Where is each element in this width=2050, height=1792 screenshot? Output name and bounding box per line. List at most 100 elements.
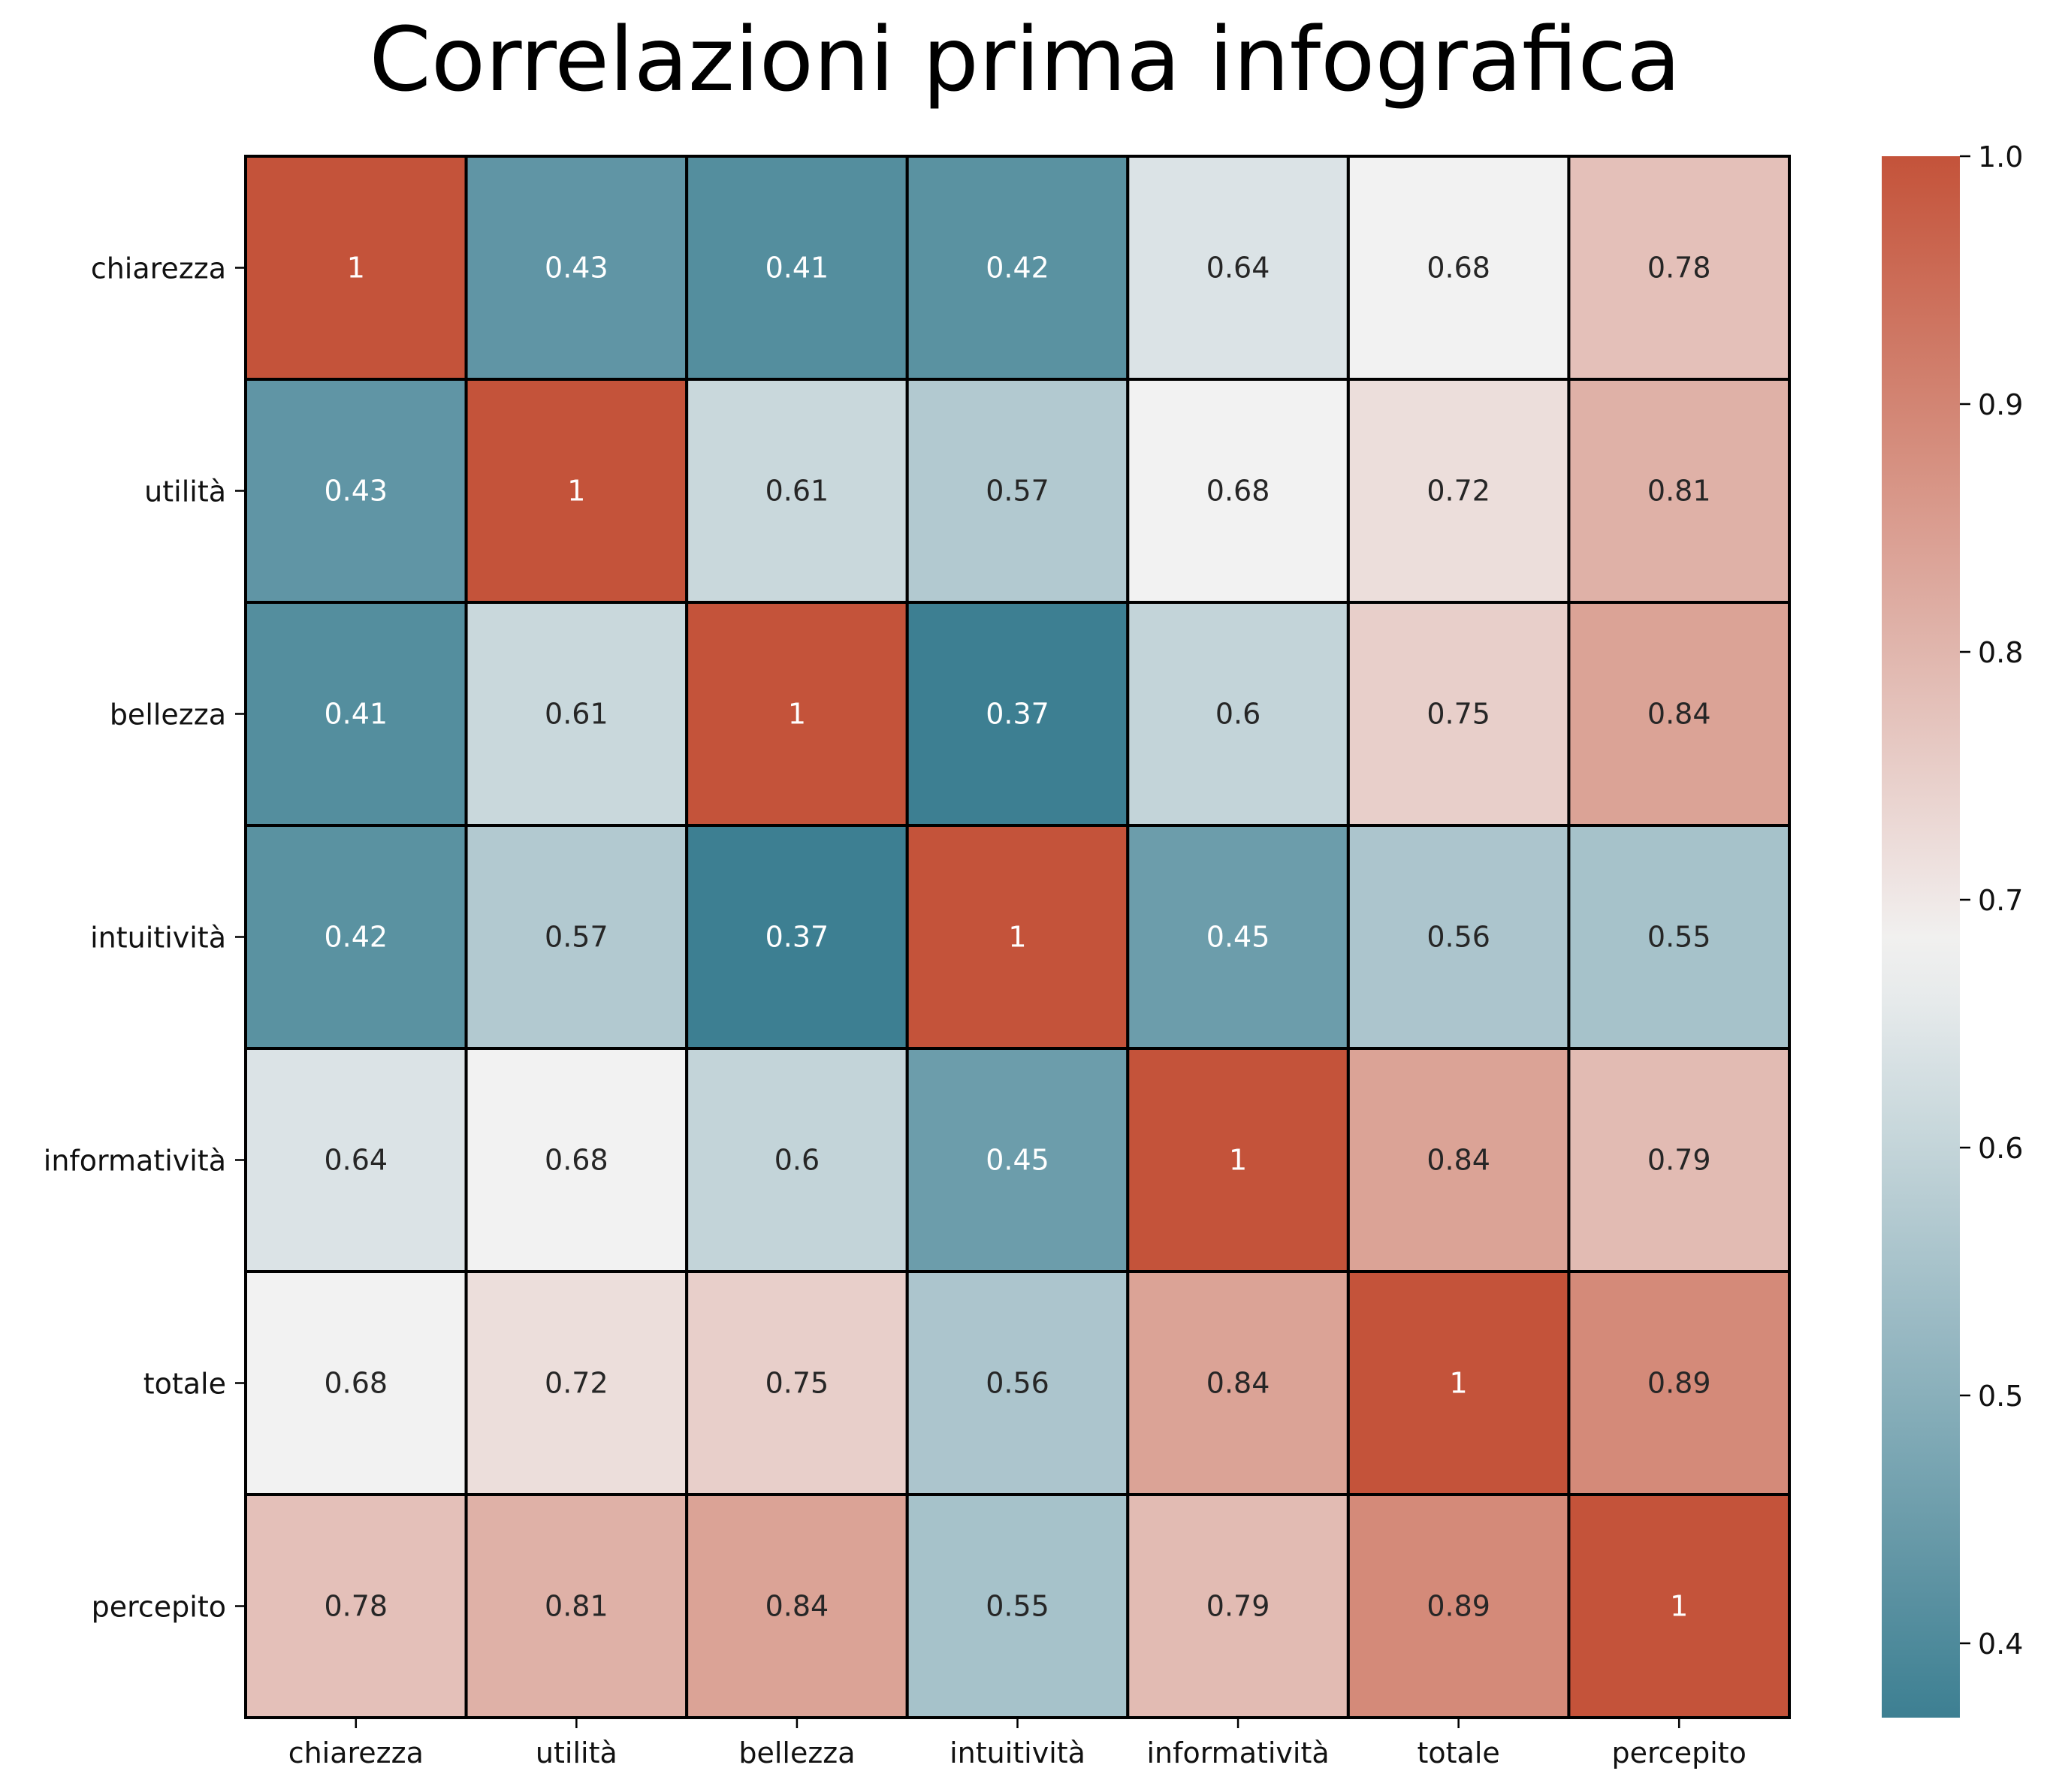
- cell-value-label: 0.68: [545, 1144, 608, 1177]
- heatmap-cell: [1567, 1270, 1791, 1496]
- heatmap-cells: [244, 155, 1791, 1719]
- heatmap-cell: [1346, 601, 1571, 827]
- cell-value-label: 0.84: [1647, 698, 1711, 731]
- colorbar-tick-label: 0.7: [1978, 884, 2023, 917]
- heatmap-cell: [244, 1047, 468, 1273]
- heatmap-cell: [1346, 1493, 1571, 1719]
- x-tick-label: intuitività: [950, 1736, 1085, 1769]
- cell-value-label: 1: [567, 475, 585, 508]
- heatmap-cell: [685, 378, 909, 604]
- heatmap-cell: [244, 155, 468, 381]
- cell-value-label: 0.81: [545, 1590, 608, 1623]
- heatmap-cell: [1567, 601, 1791, 827]
- cell-value-label: 0.57: [545, 921, 608, 954]
- cell-value-label: 0.55: [1647, 921, 1711, 954]
- cell-value-label: 0.6: [1215, 698, 1260, 731]
- heatmap-cell: [905, 601, 1130, 827]
- cell-value-label: 0.81: [1647, 475, 1711, 508]
- y-tick-label: informatività: [44, 1145, 226, 1178]
- cell-value-label: 0.37: [765, 921, 829, 954]
- colorbar-tick-label: 0.5: [1978, 1380, 2023, 1413]
- y-tick-label: intuitività: [90, 922, 226, 955]
- cell-value-label: 0.89: [1427, 1590, 1490, 1623]
- colorbar-tick-label: 0.8: [1978, 636, 2023, 669]
- colorbar-tick-label: 0.9: [1978, 388, 2023, 421]
- cell-value-label: 0.78: [324, 1590, 388, 1623]
- x-tick-label: percepito: [1612, 1736, 1747, 1769]
- cell-value-label: 0.79: [1206, 1590, 1270, 1623]
- heatmap-cell: [685, 1270, 909, 1496]
- colorbar-tick-label: 0.6: [1978, 1132, 2023, 1165]
- heatmap-cell: [1346, 1270, 1571, 1496]
- heatmap-cell: [244, 601, 468, 827]
- colorbar-gradient: [1882, 156, 1960, 1718]
- cell-value-label: 0.75: [1427, 698, 1490, 731]
- cell-value-label: 0.75: [765, 1367, 829, 1400]
- heatmap-cell: [244, 824, 468, 1050]
- cell-value-label: 0.43: [324, 475, 388, 508]
- heatmap-cell: [905, 1270, 1130, 1496]
- heatmap-cell: [685, 824, 909, 1050]
- x-tick-label: utilità: [536, 1736, 617, 1769]
- cell-value-label: 0.68: [1206, 475, 1270, 508]
- cell-value-label: 0.68: [1427, 252, 1490, 285]
- x-tick-label: bellezza: [738, 1736, 855, 1769]
- y-tick-label: percepito: [92, 1591, 226, 1624]
- colorbar-tick-label: 1.0: [1978, 140, 2023, 173]
- cell-value-label: 0.6: [774, 1144, 820, 1177]
- heatmap-cell: [464, 824, 689, 1050]
- cell-value-label: 0.68: [324, 1367, 388, 1400]
- heatmap-cell: [464, 601, 689, 827]
- cell-value-label: 1: [347, 252, 365, 285]
- cell-value-label: 1: [1670, 1590, 1688, 1623]
- heatmap-cell: [685, 1047, 909, 1273]
- colorbar-tick-label: 0.4: [1978, 1628, 2023, 1661]
- cell-value-label: 0.55: [986, 1590, 1049, 1623]
- heatmap-cell: [1126, 1493, 1350, 1719]
- heatmap-cell: [1567, 1047, 1791, 1273]
- cell-value-label: 0.57: [986, 475, 1049, 508]
- x-tick-label: totale: [1417, 1736, 1500, 1769]
- cell-value-label: 0.78: [1647, 252, 1711, 285]
- cell-value-label: 1: [1008, 921, 1026, 954]
- heatmap-cell: [905, 824, 1130, 1050]
- cell-value-label: 1: [1229, 1144, 1247, 1177]
- y-tick-label: bellezza: [110, 698, 226, 732]
- heatmap-cell: [1126, 601, 1350, 827]
- cell-value-label: 1: [1450, 1367, 1468, 1400]
- cell-value-label: 1: [788, 698, 806, 731]
- heatmap-cell: [1126, 824, 1350, 1050]
- cell-value-label: 0.42: [986, 252, 1049, 285]
- cell-value-label: 0.56: [1427, 921, 1490, 954]
- y-tick-label: chiarezza: [91, 252, 226, 285]
- heatmap-cell-labels: 1 0.43 0.41 0.42 0.64 0.68 0.780.43 1 0.61 0.57 0.…: [324, 252, 1710, 1623]
- heatmap-cell: [1567, 378, 1791, 604]
- heatmap-cell: [1126, 378, 1350, 604]
- cell-value-label: 0.72: [1427, 475, 1490, 508]
- heatmap-cell: [244, 1270, 468, 1496]
- heatmap-cell: [464, 1047, 689, 1273]
- cell-value-label: 0.37: [986, 698, 1049, 731]
- cell-value-label: 0.61: [765, 475, 829, 508]
- cell-value-label: 0.41: [765, 252, 829, 285]
- cell-value-label: 0.56: [986, 1367, 1049, 1400]
- heatmap-cell: [1346, 378, 1571, 604]
- cell-value-label: 0.64: [1206, 252, 1270, 285]
- x-tick-label: informatività: [1146, 1736, 1329, 1769]
- cell-value-label: 0.84: [1427, 1144, 1490, 1177]
- x-tick-label: chiarezza: [288, 1736, 424, 1769]
- cell-value-label: 0.42: [324, 921, 388, 954]
- cell-value-label: 0.64: [324, 1144, 388, 1177]
- heatmap-cell: [464, 378, 689, 604]
- heatmap-cell: [244, 1493, 468, 1719]
- heatmap-cell: [1567, 1493, 1791, 1719]
- heatmap-cell: [905, 1493, 1130, 1719]
- heatmap-cell: [1567, 155, 1791, 381]
- cell-value-label: 0.61: [545, 698, 608, 731]
- cell-value-label: 0.79: [1647, 1144, 1711, 1177]
- cell-value-label: 0.84: [765, 1590, 829, 1623]
- heatmap-cell: [685, 1493, 909, 1719]
- heatmap-cell: [685, 601, 909, 827]
- colorbar: 0.4 0.5 0.6 0.7 0.8 0.9 1.0: [1882, 140, 2023, 1718]
